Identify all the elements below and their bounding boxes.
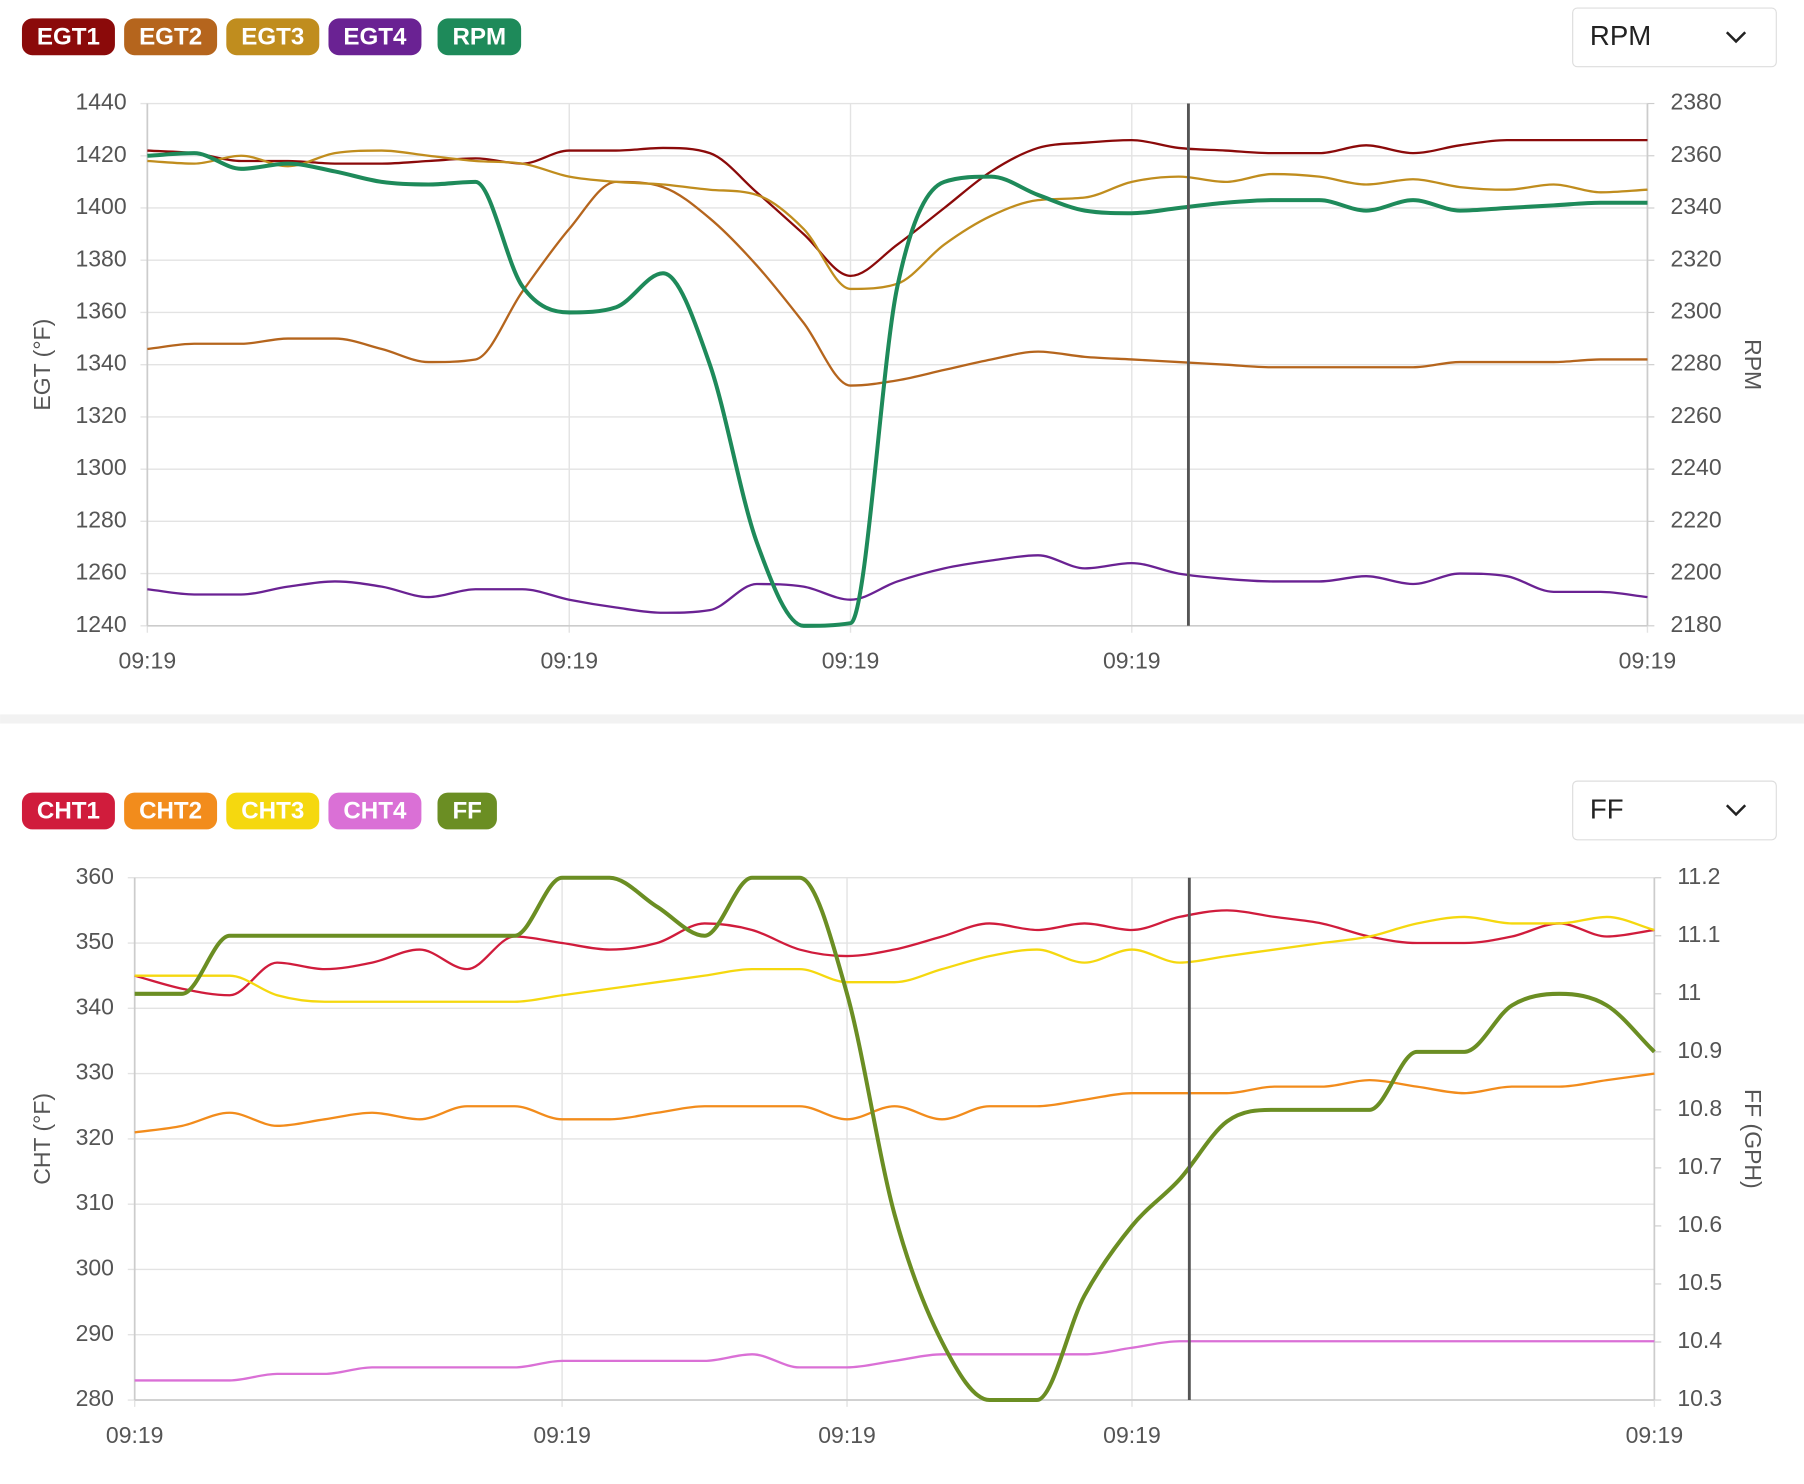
- y-tick-label: 1320: [75, 402, 126, 428]
- y-tick-label: 1360: [75, 298, 126, 324]
- y-tick-label: 1240: [75, 611, 126, 637]
- series-line: [134, 915, 1655, 1003]
- legend-label: CHT3: [241, 798, 304, 825]
- y-tick-label: 280: [76, 1385, 114, 1411]
- x-tick-label: 09:19: [106, 1422, 164, 1448]
- y2-tick-label: 10.8: [1677, 1095, 1722, 1121]
- series-line: [134, 1340, 1655, 1382]
- series-line: [134, 909, 1655, 997]
- y-tick-label: 340: [76, 993, 114, 1019]
- y2-tick-label: 2380: [1670, 89, 1721, 115]
- legend-chip[interactable]: [437, 792, 497, 830]
- y2-tick-label: 2320: [1670, 245, 1721, 271]
- y2-axis-title: RPM: [1740, 339, 1766, 390]
- legend-label: CHT2: [139, 798, 202, 825]
- x-tick-label: 09:19: [540, 648, 598, 674]
- y-tick-label: 320: [76, 1124, 114, 1150]
- x-tick-label: 09:19: [1103, 1422, 1161, 1448]
- x-tick-label: 09:19: [1103, 648, 1161, 674]
- legend-chip[interactable]: [21, 792, 115, 830]
- y2-tick-label: 11: [1677, 979, 1701, 1005]
- y2-tick-label: 2300: [1670, 298, 1721, 324]
- y2-tick-label: 10.7: [1677, 1153, 1722, 1179]
- y-tick-label: 300: [76, 1255, 114, 1281]
- series-line: [134, 1072, 1655, 1134]
- legend-label: EGT2: [139, 23, 202, 50]
- y-tick-label: 360: [76, 863, 114, 889]
- legend-chip[interactable]: [328, 792, 422, 830]
- x-tick-label: 09:19: [119, 648, 177, 674]
- series-line: [147, 149, 1648, 291]
- y-tick-label: 1440: [75, 89, 126, 115]
- legend-chip[interactable]: [437, 18, 522, 56]
- legend-chip[interactable]: [328, 18, 422, 56]
- y-axis-title: EGT (°F): [29, 319, 55, 411]
- y2-tick-label: 2280: [1670, 350, 1721, 376]
- y2-tick-label: 2260: [1670, 402, 1721, 428]
- y2-tick-label: 10.4: [1677, 1327, 1722, 1353]
- y2-axis-title: FF (GPH): [1740, 1089, 1766, 1189]
- y2-tick-label: 11.2: [1677, 863, 1720, 889]
- dropdown[interactable]: [1572, 780, 1777, 841]
- y2-tick-label: 10.9: [1677, 1037, 1722, 1063]
- y-tick-label: 350: [76, 928, 114, 954]
- y-tick-label: 1400: [75, 193, 126, 219]
- y-tick-label: 330: [76, 1059, 114, 1085]
- y-tick-label: 1340: [75, 350, 126, 376]
- legend-chip[interactable]: [226, 792, 320, 830]
- y2-tick-label: 2340: [1670, 193, 1721, 219]
- x-tick-label: 09:19: [1619, 648, 1677, 674]
- dropdown-arrow: [1725, 804, 1747, 817]
- series-line: [147, 138, 1648, 278]
- legend-label: RPM: [453, 23, 507, 50]
- y-tick-label: 1380: [75, 245, 126, 271]
- legend-chip[interactable]: [124, 18, 218, 56]
- y-tick-label: 1300: [75, 454, 126, 480]
- series-line: [147, 151, 1648, 628]
- y2-tick-label: 2200: [1670, 559, 1721, 585]
- y-tick-label: 1280: [75, 506, 126, 532]
- x-tick-label: 09:19: [818, 1422, 876, 1448]
- y-axis-title: CHT (°F): [29, 1093, 55, 1185]
- x-tick-label: 09:19: [822, 648, 880, 674]
- y-tick-label: 310: [76, 1189, 114, 1215]
- legend-chip[interactable]: [21, 18, 115, 56]
- legend-label: FF: [452, 798, 482, 825]
- dropdown[interactable]: [1572, 7, 1777, 68]
- panel-divider: [0, 714, 1804, 724]
- legend-label: EGT4: [343, 23, 407, 50]
- legend-label: CHT1: [37, 798, 100, 825]
- legend-label: EGT1: [37, 23, 100, 50]
- y-tick-label: 290: [76, 1320, 114, 1346]
- y2-tick-label: 10.5: [1677, 1269, 1722, 1295]
- dropdown-value: RPM: [1590, 20, 1651, 51]
- y2-tick-label: 2220: [1670, 506, 1721, 532]
- x-tick-label: 09:19: [1626, 1422, 1684, 1448]
- series-line: [134, 875, 1656, 1403]
- x-tick-label: 09:19: [533, 1422, 591, 1448]
- y2-tick-label: 10.6: [1677, 1211, 1722, 1237]
- legend-chip[interactable]: [124, 792, 218, 830]
- y2-tick-label: 2360: [1670, 141, 1721, 167]
- y2-tick-label: 2180: [1670, 611, 1721, 637]
- series-line: [147, 554, 1648, 614]
- dropdown-value: FF: [1590, 793, 1624, 824]
- y2-tick-label: 2240: [1670, 454, 1721, 480]
- legend-label: EGT3: [241, 23, 304, 50]
- legend-label: CHT4: [343, 798, 407, 825]
- y-tick-label: 1260: [75, 559, 126, 585]
- y2-tick-label: 10.3: [1677, 1385, 1722, 1411]
- y-tick-label: 1420: [75, 141, 126, 167]
- legend-chip[interactable]: [226, 18, 320, 56]
- series-line: [147, 180, 1648, 387]
- dropdown-arrow: [1725, 31, 1747, 44]
- y2-tick-label: 11.1: [1677, 921, 1720, 947]
